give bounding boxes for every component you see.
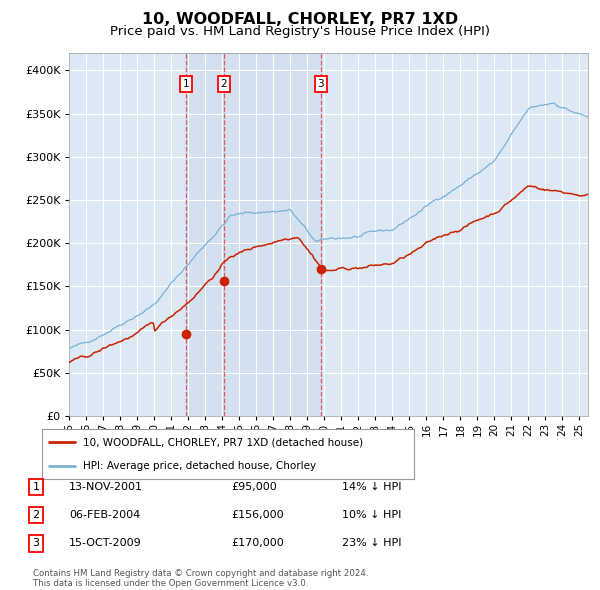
Text: £170,000: £170,000: [231, 539, 284, 548]
Text: 23% ↓ HPI: 23% ↓ HPI: [342, 539, 401, 548]
Text: 3: 3: [317, 79, 324, 89]
Text: 14% ↓ HPI: 14% ↓ HPI: [342, 482, 401, 491]
Bar: [224, 53, 320, 416]
Text: 10, WOODFALL, CHORLEY, PR7 1XD (detached house): 10, WOODFALL, CHORLEY, PR7 1XD (detached…: [83, 437, 363, 447]
Text: 10, WOODFALL, CHORLEY, PR7 1XD: 10, WOODFALL, CHORLEY, PR7 1XD: [142, 12, 458, 27]
Text: 13-NOV-2001: 13-NOV-2001: [69, 482, 143, 491]
Text: HPI: Average price, detached house, Chorley: HPI: Average price, detached house, Chor…: [83, 461, 316, 471]
Text: 2: 2: [32, 510, 40, 520]
Text: 3: 3: [32, 539, 40, 548]
Text: 10% ↓ HPI: 10% ↓ HPI: [342, 510, 401, 520]
Text: £95,000: £95,000: [231, 482, 277, 491]
Text: 15-OCT-2009: 15-OCT-2009: [69, 539, 142, 548]
Text: 2: 2: [221, 79, 227, 89]
Text: 06-FEB-2004: 06-FEB-2004: [69, 510, 140, 520]
Text: Price paid vs. HM Land Registry's House Price Index (HPI): Price paid vs. HM Land Registry's House …: [110, 25, 490, 38]
Text: 1: 1: [32, 482, 40, 491]
Text: Contains HM Land Registry data © Crown copyright and database right 2024.
This d: Contains HM Land Registry data © Crown c…: [33, 569, 368, 588]
Bar: [186, 53, 224, 416]
Text: 1: 1: [182, 79, 189, 89]
Text: £156,000: £156,000: [231, 510, 284, 520]
